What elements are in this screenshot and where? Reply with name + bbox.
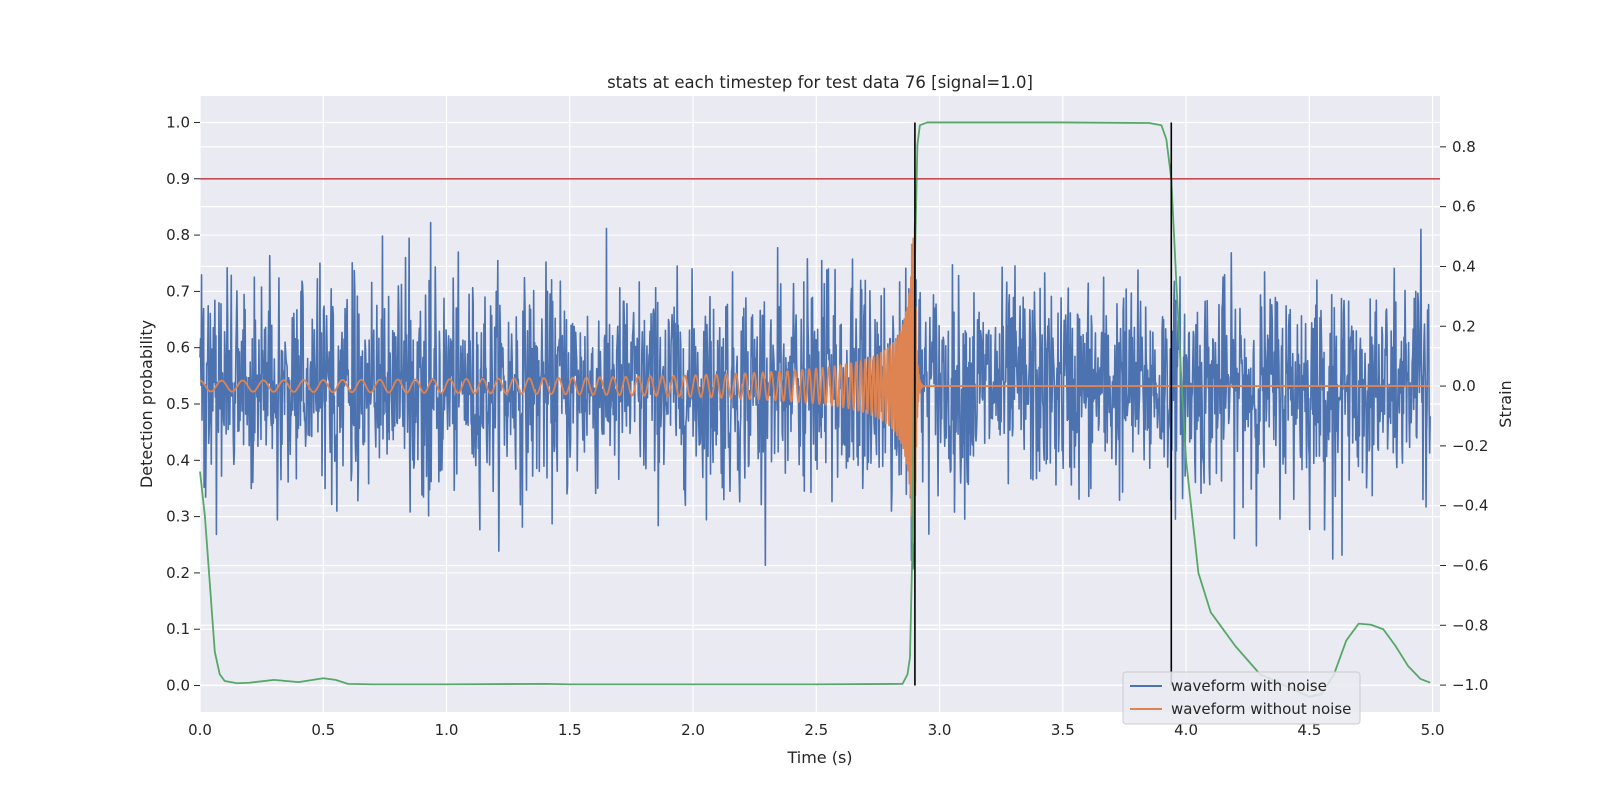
y-right-tick-label: −0.8 bbox=[1452, 616, 1488, 634]
legend-label-waveform-without-noise: waveform without noise bbox=[1171, 700, 1351, 718]
x-tick-label: 4.0 bbox=[1174, 721, 1198, 739]
legend-label-waveform-with-noise: waveform with noise bbox=[1171, 677, 1327, 695]
y-right-tick-label: −0.6 bbox=[1452, 556, 1488, 574]
y-left-tick-label: 0.7 bbox=[166, 282, 190, 300]
y-right-tick-label: 0.8 bbox=[1452, 138, 1476, 156]
y-right-tick-label: 0.6 bbox=[1452, 198, 1476, 216]
y-left-tick-label: 0.0 bbox=[166, 677, 190, 695]
y-left-tick-label: 0.6 bbox=[166, 339, 190, 357]
y-left-tick-label: 0.4 bbox=[166, 451, 190, 469]
grid bbox=[199, 96, 1440, 712]
y-left-tick-label: 1.0 bbox=[166, 113, 190, 131]
y-left-tick-label: 0.2 bbox=[166, 564, 190, 582]
x-tick-label: 1.0 bbox=[435, 721, 459, 739]
y-right-tick-label: 0.2 bbox=[1452, 317, 1476, 335]
y-axis-right: −1.0 −0.8 −0.6 −0.4 −0.2 0.0 0.2 0.4 0.6 0.8 bbox=[1440, 138, 1488, 694]
y-left-tick-label: 0.8 bbox=[166, 226, 190, 244]
y-right-tick-label: −0.4 bbox=[1452, 497, 1488, 515]
x-tick-label: 2.5 bbox=[804, 721, 828, 739]
x-tick-label: 4.5 bbox=[1297, 721, 1321, 739]
y-right-tick-label: 0.4 bbox=[1452, 257, 1476, 275]
x-axis-label: Time (s) bbox=[786, 748, 852, 767]
x-tick-label: 0.5 bbox=[311, 721, 335, 739]
y-left-tick-label: 0.1 bbox=[166, 620, 190, 638]
x-tick-label: 3.0 bbox=[928, 721, 952, 739]
markers bbox=[200, 122, 1440, 686]
y-left-tick-label: 0.9 bbox=[166, 170, 190, 188]
series-waveform-without-noise bbox=[199, 221, 1431, 544]
x-axis: 0.0 0.5 1.0 1.5 2.0 2.5 3.0 3.5 4.0 4.5 5.0 bbox=[188, 721, 1444, 739]
x-tick-label: 2.0 bbox=[681, 721, 705, 739]
x-tick-label: 1.5 bbox=[558, 721, 582, 739]
y-right-tick-label: −1.0 bbox=[1452, 676, 1488, 694]
chart-title: stats at each timestep for test data 76 … bbox=[607, 73, 1033, 92]
y-right-tick-label: 0.0 bbox=[1452, 377, 1476, 395]
y-right-tick-label: −0.2 bbox=[1452, 437, 1488, 455]
y-left-tick-label: 0.3 bbox=[166, 508, 190, 526]
y-axis-right-label: Strain bbox=[1496, 380, 1515, 427]
x-tick-label: 5.0 bbox=[1421, 721, 1445, 739]
legend: waveform with noise waveform without noi… bbox=[1122, 671, 1361, 725]
y-axis-left-label: Detection probability bbox=[137, 320, 156, 488]
x-tick-label: 0.0 bbox=[188, 721, 212, 739]
legend-box bbox=[1122, 671, 1361, 725]
x-tick-label: 3.5 bbox=[1051, 721, 1075, 739]
y-axis-left: 0.0 0.1 0.2 0.3 0.4 0.5 0.6 0.7 0.8 0.9 1.0 bbox=[166, 113, 200, 695]
y-left-tick-label: 0.5 bbox=[166, 395, 190, 413]
series-waveform-with-noise bbox=[199, 221, 1431, 570]
